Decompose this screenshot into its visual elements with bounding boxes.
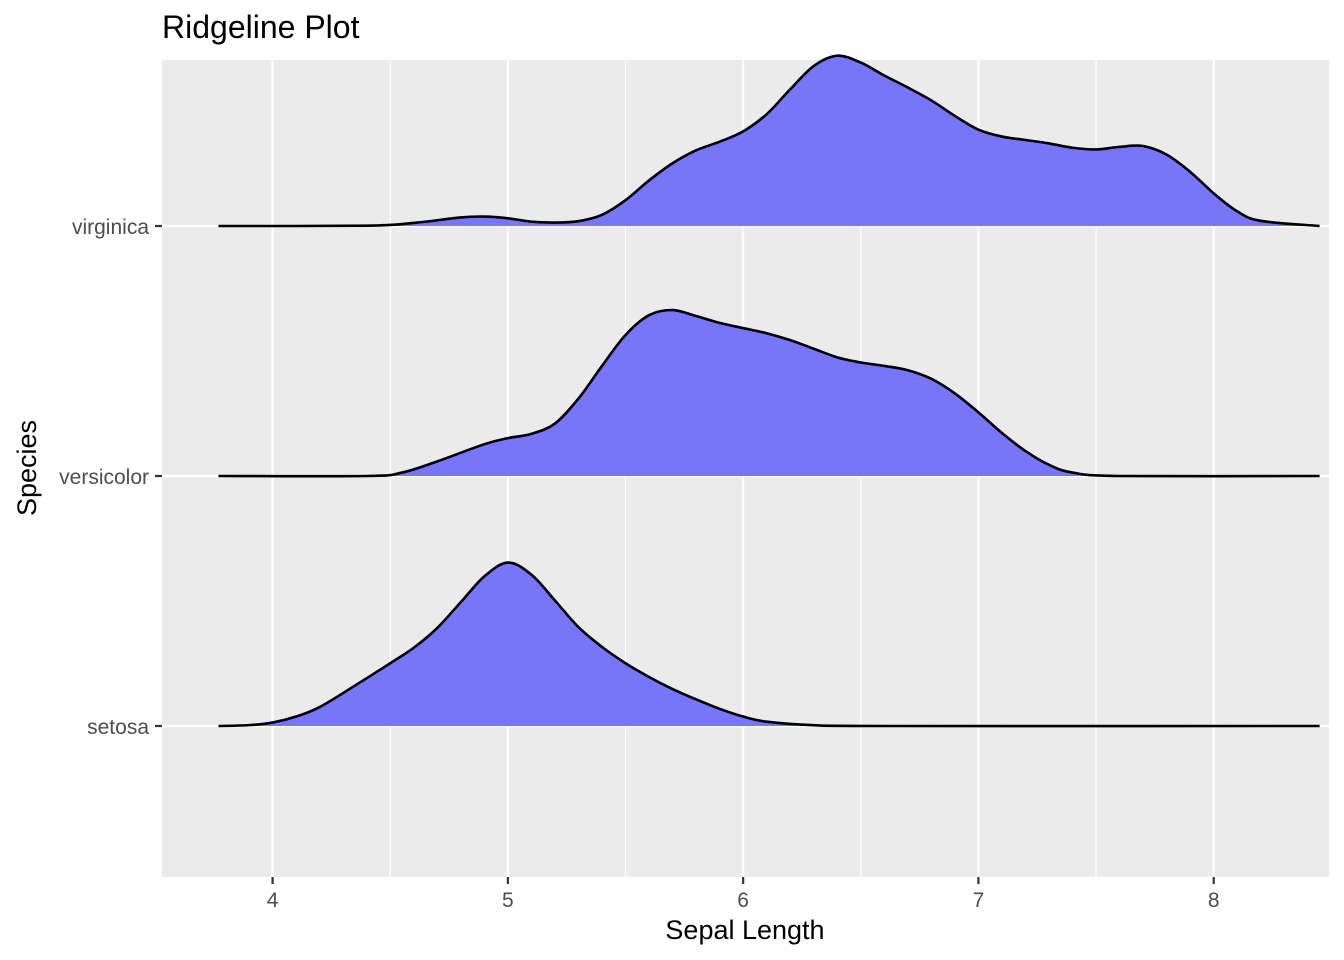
y-tick-label: versicolor <box>59 466 149 489</box>
x-tick-label: 7 <box>973 889 985 912</box>
density-ridges <box>218 54 1320 728</box>
x-tick-label: 4 <box>267 889 279 912</box>
ridge-fill-versicolor <box>218 310 1320 477</box>
y-axis: setosa versicolor virginica <box>59 216 162 739</box>
ridge-versicolor <box>218 308 1320 478</box>
y-tick-label: setosa <box>87 716 149 739</box>
y-tick-label: virginica <box>72 216 149 239</box>
x-axis: 4 5 6 7 8 <box>267 877 1220 912</box>
ridge-outline-versicolor <box>218 308 1320 478</box>
x-tick-label: 8 <box>1208 889 1220 912</box>
x-tick-label: 5 <box>502 889 514 912</box>
ridge-outline-virginica <box>218 54 1320 228</box>
x-tick-label: 6 <box>737 889 749 912</box>
x-axis-title: Sepal Length <box>665 915 824 945</box>
ridge-virginica <box>218 54 1320 228</box>
ridge-outline-setosa <box>218 561 1320 728</box>
ridge-fill-virginica <box>218 55 1320 227</box>
ridge-setosa <box>218 561 1320 728</box>
y-axis-title: Species <box>12 420 42 516</box>
chart-title: Ridgeline Plot <box>162 9 360 45</box>
ridge-fill-setosa <box>218 562 1320 727</box>
